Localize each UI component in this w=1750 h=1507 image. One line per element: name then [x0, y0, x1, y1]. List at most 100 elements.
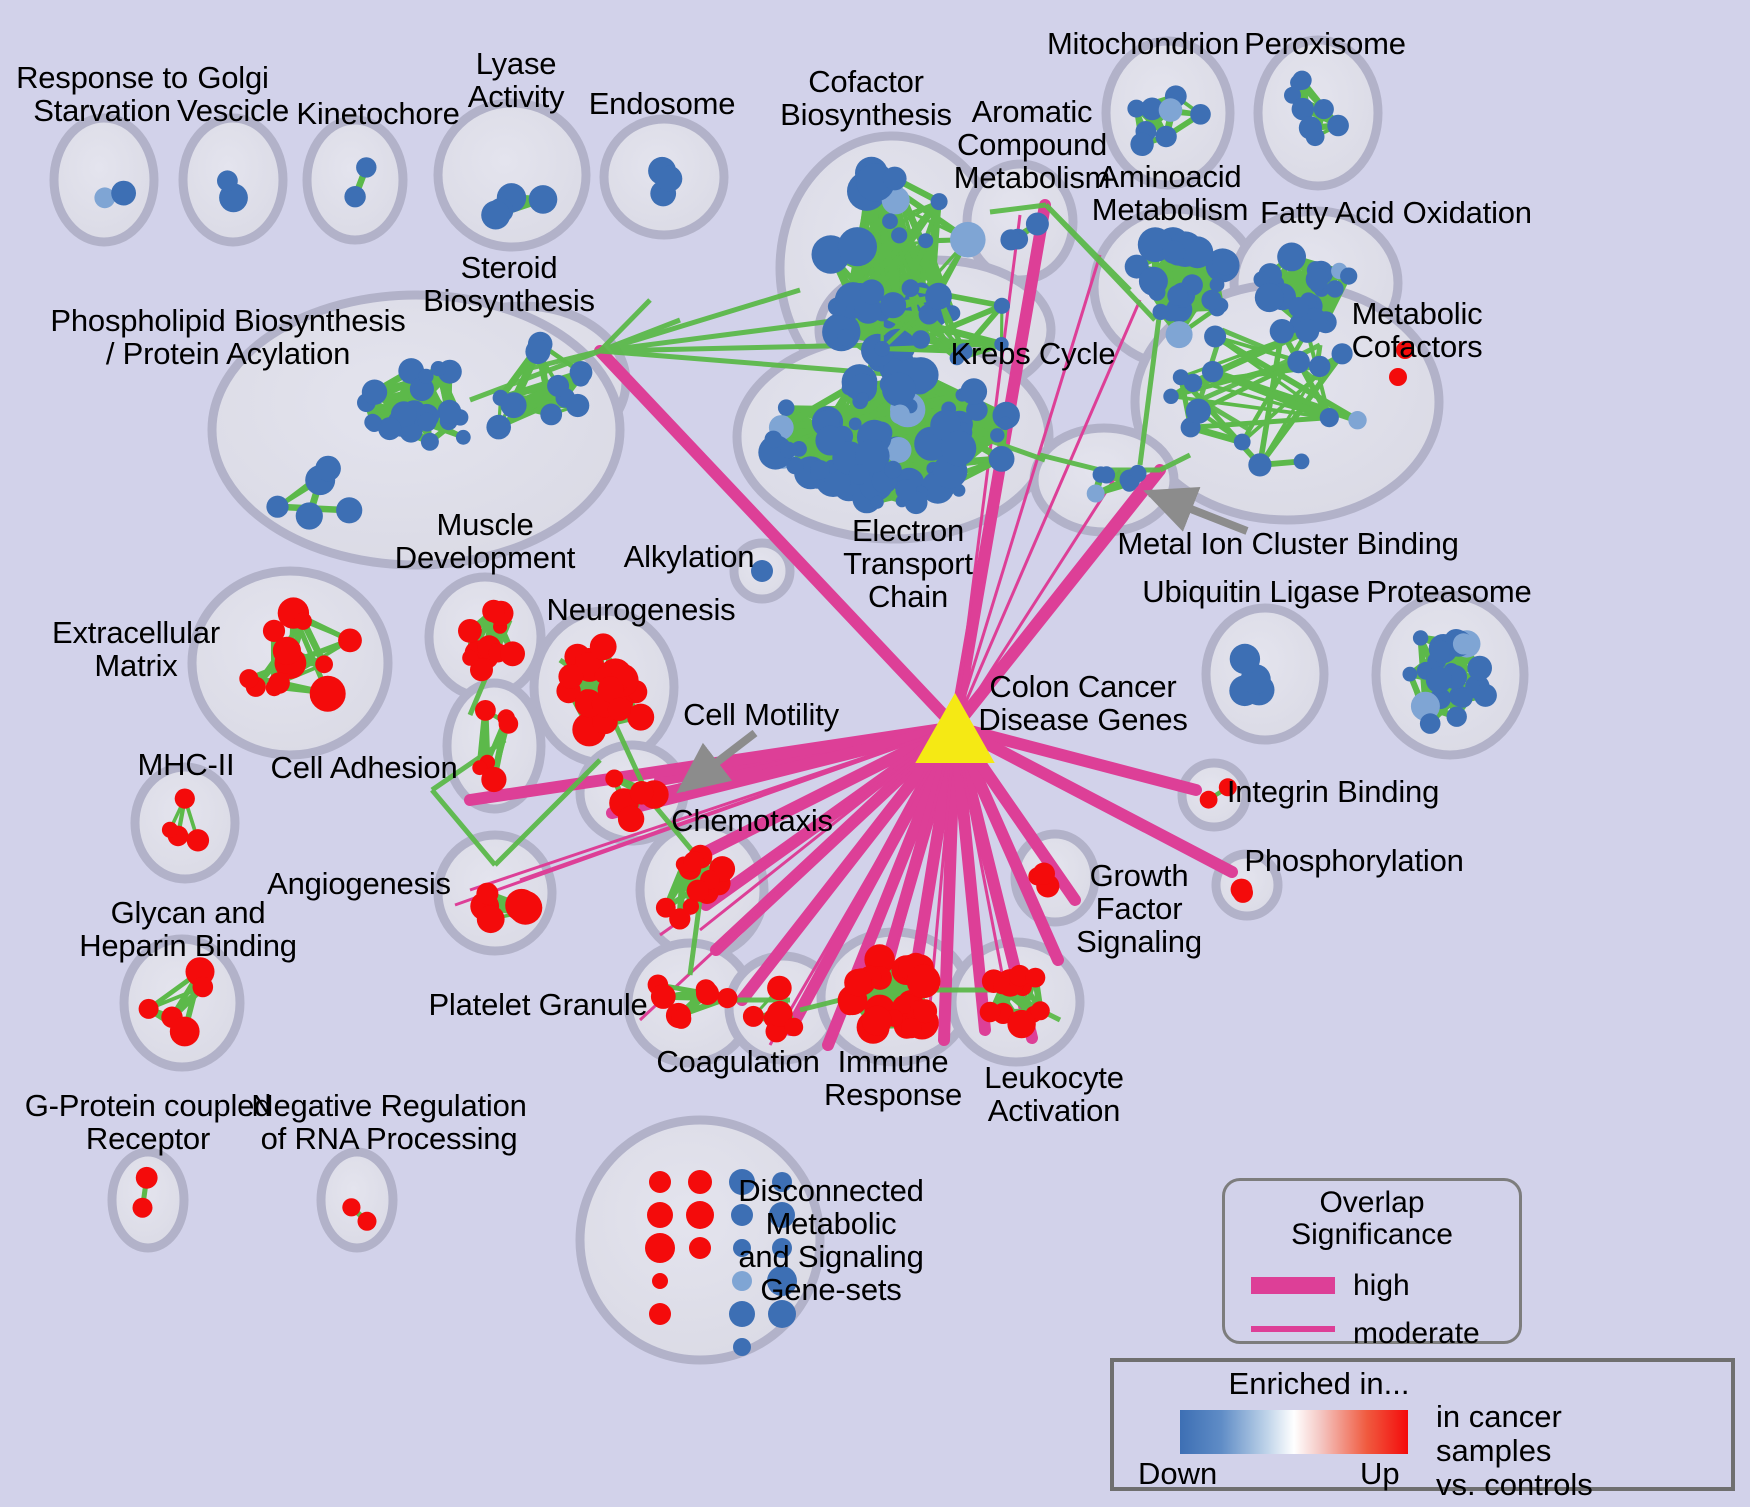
gene-set-node[interactable] [420, 432, 439, 451]
gene-set-node[interactable] [1209, 277, 1225, 293]
gene-set-node[interactable] [430, 361, 446, 377]
gene-set-node[interactable] [990, 428, 1005, 443]
gene-set-node[interactable] [966, 399, 988, 421]
gene-set-node[interactable] [859, 279, 885, 305]
gene-set-node[interactable] [1130, 132, 1154, 156]
gene-set-node[interactable] [1284, 86, 1301, 104]
gene-set-node[interactable] [1425, 666, 1452, 694]
gene-set-node[interactable] [885, 437, 912, 463]
gene-set-node[interactable] [344, 186, 366, 208]
gene-set-node[interactable] [979, 1001, 1001, 1023]
gene-set-node[interactable] [769, 1202, 795, 1228]
gene-set-node[interactable] [597, 676, 624, 703]
gene-set-node[interactable] [652, 1273, 668, 1289]
gene-set-node[interactable] [1165, 321, 1193, 349]
gene-set-node[interactable] [1232, 882, 1253, 903]
gene-set-node[interactable] [1181, 236, 1214, 269]
gene-set-node[interactable] [895, 479, 917, 501]
gene-set-node[interactable] [356, 157, 377, 178]
gene-set-node[interactable] [1396, 341, 1414, 359]
gene-set-node[interactable] [1313, 99, 1334, 120]
gene-set-node[interactable] [1204, 325, 1227, 348]
gene-set-node[interactable] [476, 882, 499, 905]
gene-set-node[interactable] [994, 337, 1009, 352]
gene-set-node[interactable] [767, 975, 792, 1001]
gene-set-node[interactable] [1162, 240, 1186, 264]
gene-set-node[interactable] [138, 998, 159, 1019]
gene-set-node[interactable] [901, 279, 920, 298]
gene-set-node[interactable] [837, 328, 855, 347]
gene-set-node[interactable] [1452, 687, 1473, 708]
gene-set-node[interactable] [135, 1166, 158, 1189]
gene-set-node[interactable] [357, 1211, 377, 1231]
gene-set-node[interactable] [1212, 249, 1239, 276]
gene-set-node[interactable] [378, 417, 402, 441]
gene-set-node[interactable] [1298, 116, 1322, 140]
gene-set-node[interactable] [949, 350, 965, 366]
gene-set-node[interactable] [940, 430, 977, 467]
gene-set-node[interactable] [1326, 280, 1344, 298]
gene-set-node[interactable] [696, 982, 719, 1005]
gene-set-node[interactable] [911, 330, 931, 349]
gene-set-node[interactable] [1253, 271, 1270, 288]
gene-set-node[interactable] [1172, 369, 1189, 386]
gene-set-node[interactable] [861, 1005, 892, 1036]
gene-set-node[interactable] [169, 1016, 200, 1047]
gene-set-node[interactable] [500, 641, 525, 667]
gene-set-node[interactable] [688, 1170, 712, 1194]
gene-set-node[interactable] [481, 766, 507, 793]
gene-set-node[interactable] [1331, 343, 1353, 365]
gene-set-node[interactable] [1288, 297, 1309, 318]
gene-set-node[interactable] [1097, 466, 1116, 484]
gene-set-node[interactable] [848, 417, 862, 431]
gene-set-node[interactable] [1254, 283, 1284, 313]
gene-set-node[interactable] [470, 658, 493, 682]
gene-set-node[interactable] [717, 988, 738, 1009]
gene-set-node[interactable] [1348, 411, 1367, 430]
gene-set-node[interactable] [1152, 303, 1169, 320]
gene-set-node[interactable] [1007, 1009, 1036, 1039]
gene-set-node[interactable] [1293, 453, 1310, 470]
gene-set-node[interactable] [1248, 453, 1272, 477]
gene-set-node[interactable] [1402, 666, 1418, 682]
gene-set-node[interactable] [686, 1201, 714, 1229]
gene-set-node-alkylation[interactable] [751, 560, 773, 582]
gene-set-node[interactable] [1163, 388, 1179, 404]
gene-set-node[interactable] [1025, 967, 1046, 988]
gene-set-node[interactable] [882, 372, 916, 407]
gene-set-node[interactable] [525, 339, 551, 365]
gene-set-node[interactable] [1295, 318, 1320, 343]
gene-set-node[interactable] [686, 879, 709, 902]
gene-set-node[interactable] [993, 297, 1011, 314]
gene-set-node[interactable] [1190, 104, 1211, 125]
gene-set-node[interactable] [629, 781, 654, 805]
gene-set-node[interactable] [856, 392, 869, 405]
gene-set-node[interactable] [186, 829, 210, 852]
gene-set-node[interactable] [918, 303, 940, 325]
gene-set-node[interactable] [540, 403, 563, 426]
gene-set-node[interactable] [1229, 643, 1261, 675]
gene-set-node[interactable] [772, 1238, 792, 1258]
gene-set-node[interactable] [589, 633, 617, 661]
gene-set-node[interactable] [161, 821, 179, 838]
gene-set-node[interactable] [1086, 484, 1105, 503]
gene-set-node[interactable] [481, 200, 511, 230]
gene-set-node[interactable] [1277, 242, 1306, 272]
gene-set-node[interactable] [482, 599, 505, 623]
gene-set-node[interactable] [1155, 125, 1177, 148]
gene-set-node[interactable] [1429, 640, 1451, 661]
gene-set-node[interactable] [1218, 778, 1237, 797]
gene-set-node[interactable] [1025, 212, 1049, 236]
gene-set-node[interactable] [111, 180, 136, 206]
gene-set-node[interactable] [882, 213, 898, 230]
gene-set-node[interactable] [262, 619, 286, 643]
gene-set-node[interactable] [950, 221, 986, 258]
gene-set-node[interactable] [682, 898, 700, 915]
gene-set-node[interactable] [815, 425, 846, 456]
gene-set-node[interactable] [1305, 268, 1329, 291]
gene-set-node[interactable] [766, 1000, 793, 1027]
gene-set-node[interactable] [475, 700, 496, 721]
gene-set-node[interactable] [605, 769, 624, 788]
gene-set-node[interactable] [810, 460, 830, 480]
gene-set-node[interactable] [1452, 633, 1475, 655]
